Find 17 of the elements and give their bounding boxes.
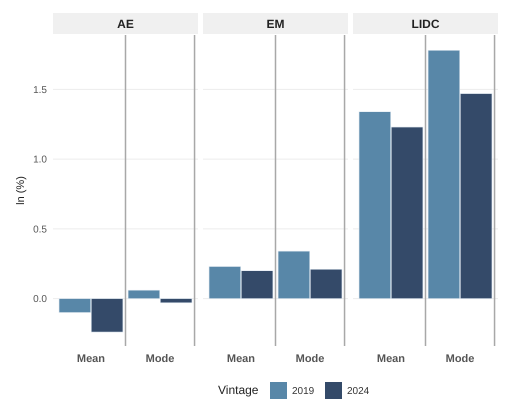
y-tick-label: 1.0 <box>33 154 48 166</box>
x-tick-label: Mean <box>376 353 406 365</box>
x-tick-label: Mode <box>146 353 174 365</box>
chart-title: EM <box>266 17 285 31</box>
x-tick-label: Mode <box>296 353 324 365</box>
y-tick-label: 1.5 <box>33 84 48 96</box>
x-tick-label: Mean <box>226 353 256 365</box>
x-tick-label: Mean <box>76 353 106 365</box>
y-tick-label: 0.5 <box>33 224 48 236</box>
legend-title: Vintage <box>218 383 259 397</box>
chart-title: AE <box>117 17 134 31</box>
legend-label: 2024 <box>347 386 370 397</box>
chart-title: LIDC <box>412 17 440 31</box>
y-axis-title: ln (%) <box>15 176 27 205</box>
x-tick-label: Mode <box>446 353 474 365</box>
y-tick-label: 0.0 <box>33 294 48 306</box>
legend-label: 2019 <box>292 386 315 397</box>
